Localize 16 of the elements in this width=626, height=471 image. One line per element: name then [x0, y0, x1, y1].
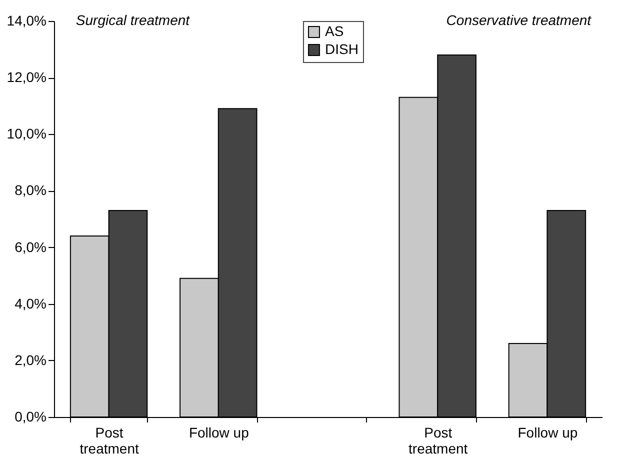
x-tick-label: Follow up — [188, 424, 250, 440]
y-tick-label: 4,0% — [14, 295, 46, 312]
y-tick-label: 0,0% — [14, 408, 46, 424]
legend-label: AS — [325, 23, 344, 39]
annotation: Surgical treatment — [76, 12, 191, 28]
x-tick-label: Follow up — [518, 424, 578, 440]
annotation: Conservative treatment — [446, 12, 592, 28]
x-tick-label: Post treatment — [80, 424, 139, 456]
y-tick-label: 8,0% — [14, 182, 46, 198]
y-tick-label: 10,0% — [6, 126, 46, 142]
y-tick-label: 6,0% — [14, 238, 46, 255]
x-tick-label: Post treatment — [408, 424, 468, 456]
y-tick-label: 2,0% — [14, 352, 46, 368]
legend-label: DISH — [325, 41, 358, 57]
y-tick-label: 14,0% — [6, 12, 46, 28]
y-tick-label: 12,0% — [6, 69, 46, 86]
